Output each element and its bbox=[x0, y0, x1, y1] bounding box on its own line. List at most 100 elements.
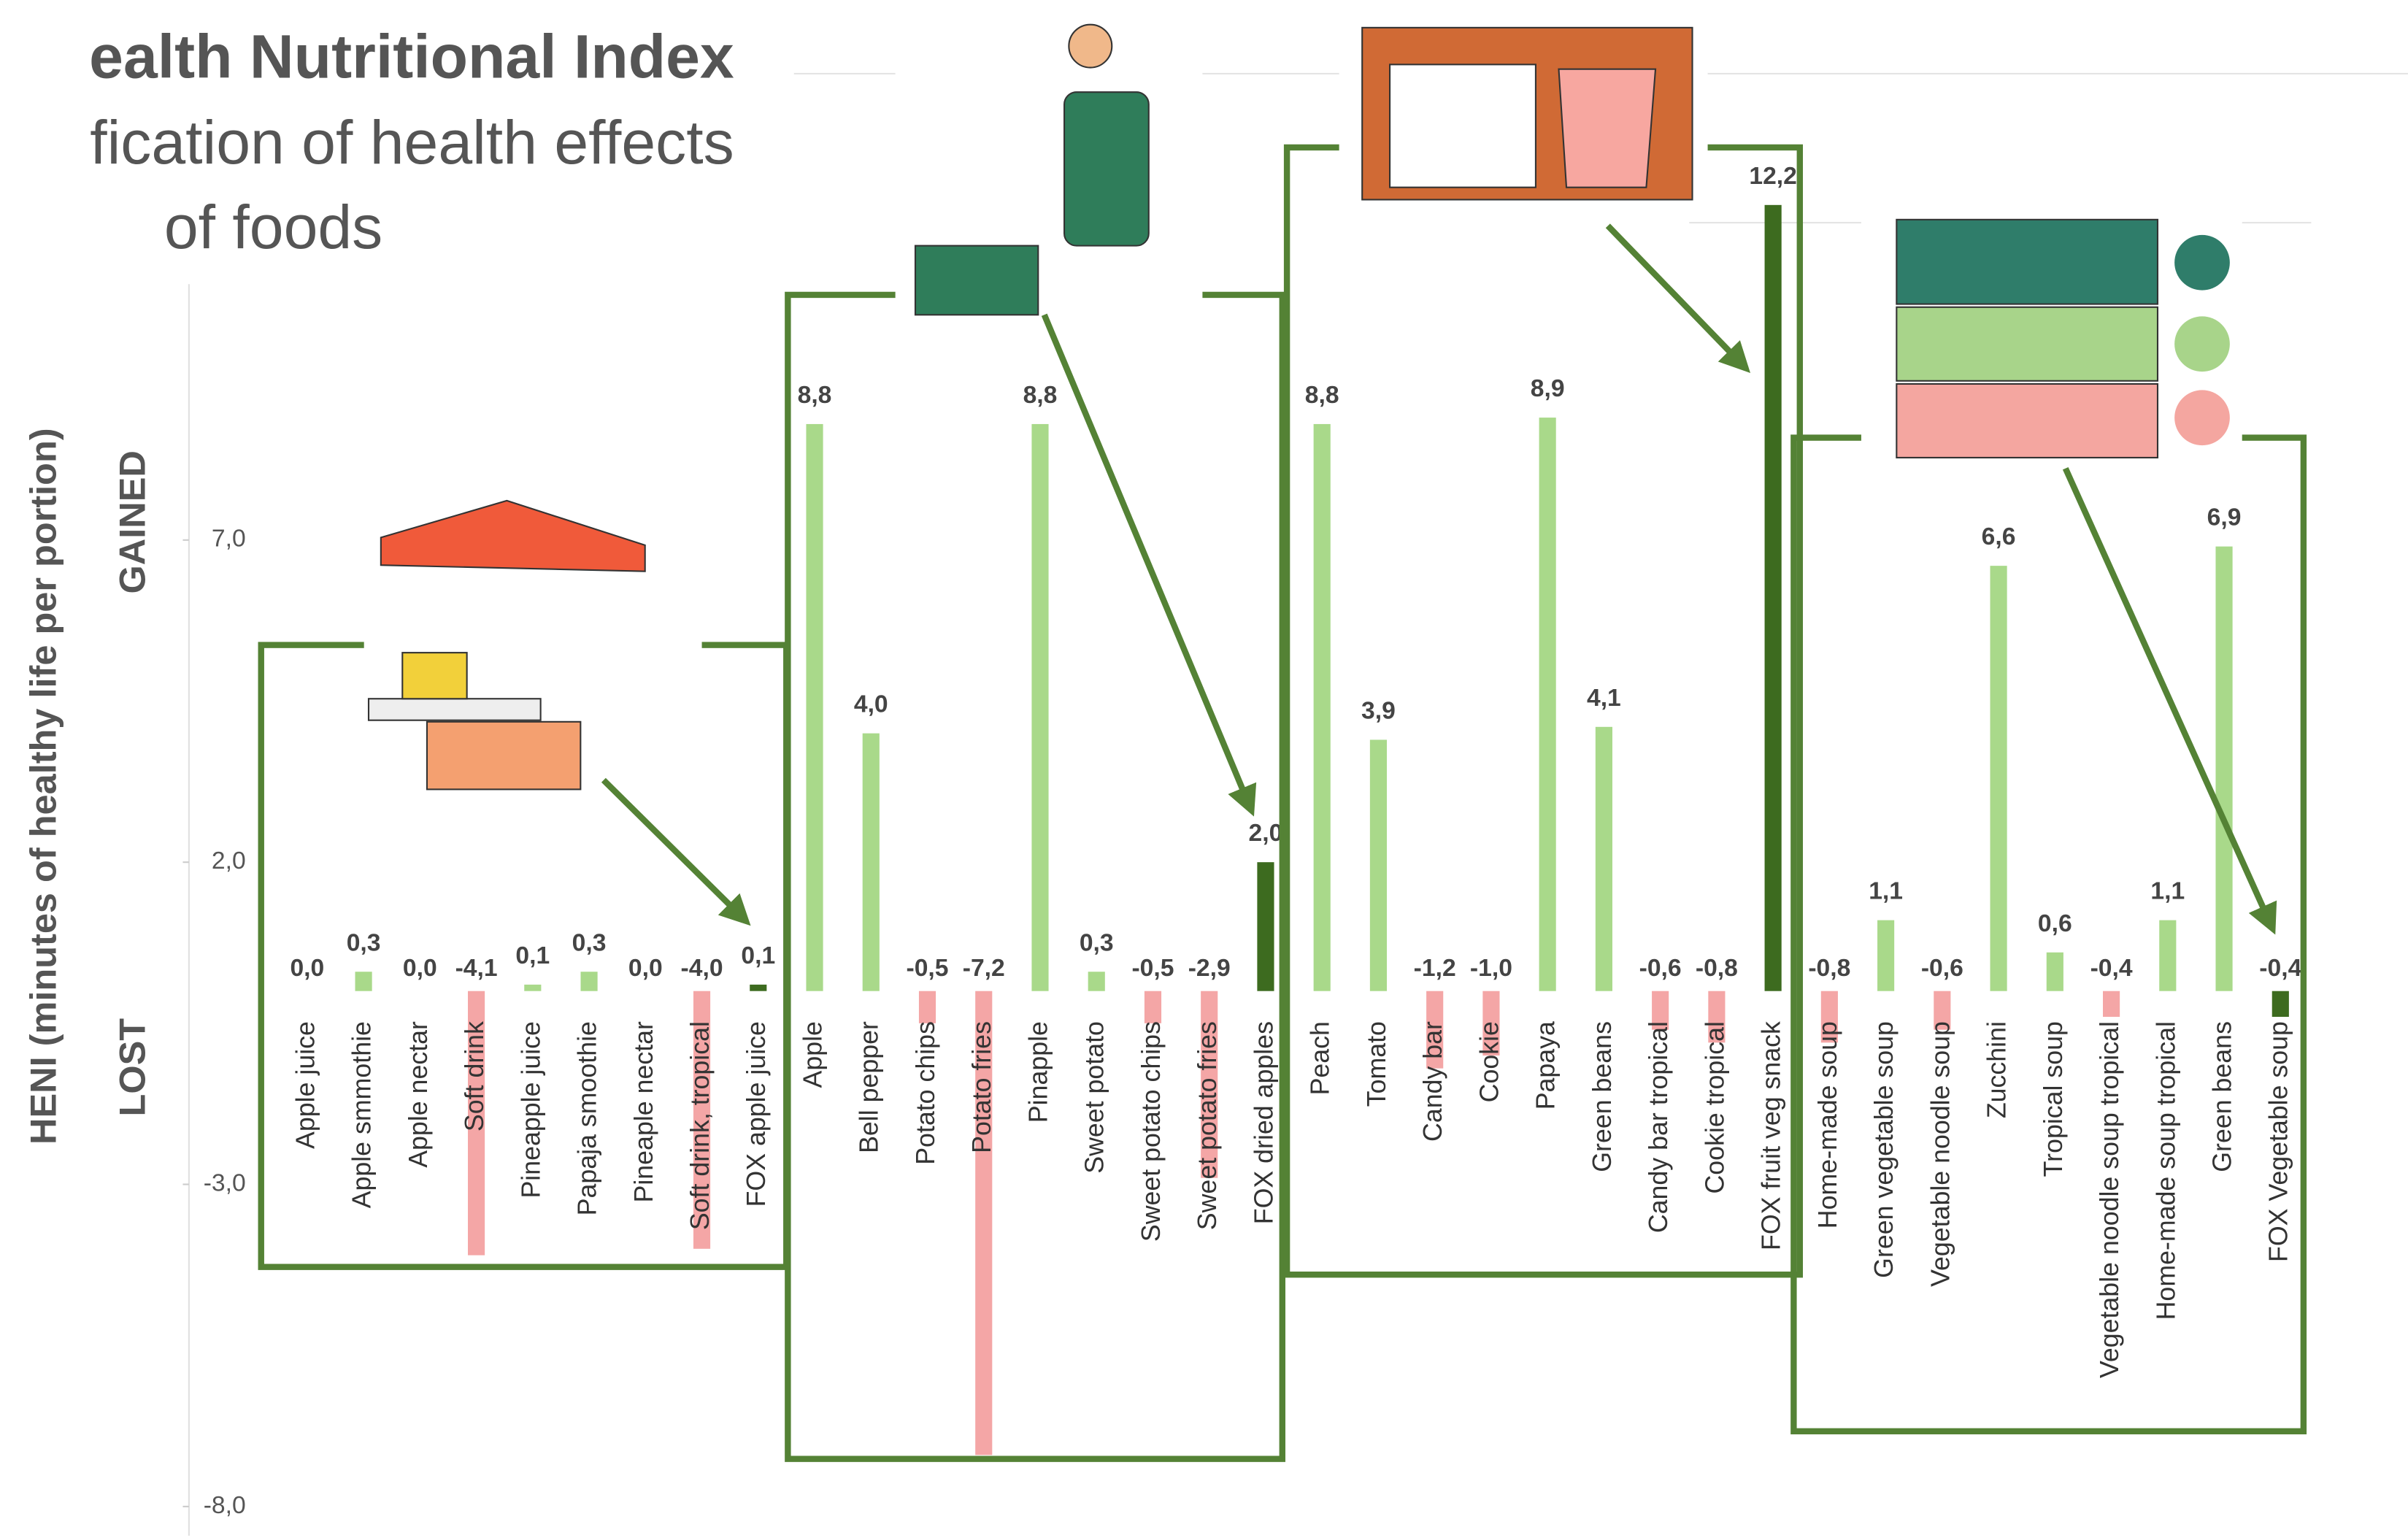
gained-label: GAINED bbox=[112, 450, 153, 593]
value-label: 0,3 bbox=[347, 929, 381, 956]
x-tick-label: FOX Vegetable soup bbox=[2264, 1021, 2293, 1262]
bar bbox=[2103, 991, 2120, 1017]
x-tick-label: Apple nectar bbox=[404, 1021, 433, 1168]
value-label: -0,4 bbox=[2259, 955, 2301, 982]
value-label: 1,1 bbox=[2150, 878, 2185, 905]
value-label: 8,8 bbox=[798, 382, 832, 409]
bar bbox=[806, 424, 823, 991]
x-tick-label: Home-made soup tropical bbox=[2151, 1021, 2180, 1320]
x-tick-label: Vegetable noodle soup tropical bbox=[2095, 1021, 2124, 1378]
title: ealth Nutritional Index bbox=[89, 22, 734, 91]
bar bbox=[355, 972, 372, 991]
x-tick-label: Green beans bbox=[2208, 1021, 2237, 1172]
y-tick-label: 7,0 bbox=[212, 526, 246, 553]
value-label: 6,6 bbox=[1982, 523, 2016, 550]
arrow bbox=[2066, 469, 2273, 929]
bar bbox=[1877, 920, 1894, 991]
value-label: 0,0 bbox=[290, 955, 324, 982]
y-tick-label: 2,0 bbox=[212, 847, 246, 874]
x-tick-label: Green beans bbox=[1588, 1021, 1617, 1172]
bar bbox=[1031, 424, 1048, 991]
illustration-shelf bbox=[1339, 8, 1708, 207]
value-label: -0,8 bbox=[1696, 955, 1738, 982]
x-tick-label: Candy bar bbox=[1418, 1021, 1447, 1142]
arrow bbox=[1045, 315, 1252, 811]
x-tick-label: Cookie tropical bbox=[1700, 1021, 1729, 1193]
x-tick-label: Papaya bbox=[1531, 1021, 1561, 1110]
value-label: 12,2 bbox=[1749, 163, 1797, 190]
x-tick-label: FOX apple juice bbox=[742, 1021, 771, 1207]
x-tick-label: Tomato bbox=[1362, 1021, 1391, 1107]
x-tick-label: Potato chips bbox=[911, 1021, 940, 1165]
arrow bbox=[1608, 226, 1746, 369]
bar bbox=[2215, 547, 2232, 991]
bar bbox=[2272, 991, 2289, 1017]
illustration-factory bbox=[1861, 207, 2242, 469]
x-tick-label: Pinapple bbox=[1023, 1021, 1053, 1123]
title: of foods bbox=[164, 193, 382, 261]
arrow bbox=[604, 780, 747, 922]
value-label: 0,3 bbox=[1080, 929, 1114, 956]
bar bbox=[1145, 991, 1161, 1023]
value-label: 0,1 bbox=[741, 942, 775, 969]
x-tick-label: Home-made soup bbox=[1813, 1021, 1842, 1229]
value-label: -0,4 bbox=[2090, 955, 2133, 982]
x-tick-label: Peach bbox=[1306, 1021, 1335, 1095]
bar bbox=[1596, 727, 1612, 991]
x-tick-label: Zucchini bbox=[1982, 1021, 2012, 1118]
x-tick-label: Sweet potato chips bbox=[1136, 1021, 1166, 1242]
bar bbox=[1088, 972, 1105, 991]
bar bbox=[1257, 862, 1274, 991]
chart: ealth Nutritional Index fication of heal… bbox=[0, 0, 2408, 1538]
value-label: 4,0 bbox=[854, 691, 888, 718]
value-label: 0,0 bbox=[403, 955, 437, 982]
y-axis-title: HENI (minutes of healthy life per portio… bbox=[23, 428, 64, 1145]
x-tick-label: Apple bbox=[798, 1021, 827, 1088]
bar bbox=[750, 985, 766, 991]
x-tick-label: Pineaple nectar bbox=[629, 1021, 658, 1203]
bar bbox=[919, 991, 936, 1023]
value-label: -0,8 bbox=[1808, 955, 1850, 982]
value-label: 0,1 bbox=[515, 942, 550, 969]
x-tick-label: Tropical soup bbox=[2039, 1021, 2068, 1177]
value-label: -2,9 bbox=[1188, 955, 1231, 982]
value-label: 0,6 bbox=[2038, 910, 2072, 937]
bar bbox=[524, 985, 541, 991]
x-tick-label: Potato fries bbox=[967, 1021, 996, 1153]
bar bbox=[1990, 566, 2007, 991]
lost-label: LOST bbox=[112, 1018, 153, 1117]
y-tick-label: -8,0 bbox=[204, 1492, 246, 1519]
value-label: -4,1 bbox=[455, 955, 498, 982]
x-tick-label: FOX dried apples bbox=[1249, 1021, 1278, 1224]
bar bbox=[2159, 920, 2176, 991]
value-label: -4,0 bbox=[681, 955, 723, 982]
x-tick-label: Apple juice bbox=[291, 1021, 320, 1149]
value-label: 6,9 bbox=[2207, 504, 2242, 531]
x-tick-label: Sweet potato fries bbox=[1193, 1021, 1222, 1230]
bar bbox=[1314, 424, 1331, 991]
value-label: 8,8 bbox=[1305, 382, 1339, 409]
value-label: 0,3 bbox=[572, 929, 607, 956]
x-tick-label: Cookie bbox=[1474, 1021, 1504, 1102]
illustration-grocer bbox=[896, 8, 1203, 320]
x-tick-label: Soft drink bbox=[460, 1021, 489, 1131]
bar bbox=[2047, 953, 2063, 991]
value-label: -1,0 bbox=[1470, 955, 1512, 982]
value-label: -0,5 bbox=[907, 955, 949, 982]
value-label: -7,2 bbox=[963, 955, 1005, 982]
bar bbox=[580, 972, 597, 991]
value-label: -0,5 bbox=[1131, 955, 1174, 982]
x-tick-label: Pineapple juice bbox=[516, 1021, 545, 1198]
illustration-stand bbox=[364, 491, 702, 791]
x-tick-label: Vegetable noodle soup bbox=[1926, 1021, 1955, 1287]
x-tick-label: FOX fruit veg snack bbox=[1757, 1021, 1786, 1250]
value-label: 8,8 bbox=[1023, 382, 1058, 409]
value-label: -1,2 bbox=[1414, 955, 1456, 982]
x-tick-label: Soft drink, tropical bbox=[685, 1021, 715, 1230]
x-tick-label: Apple smmothie bbox=[347, 1021, 377, 1208]
y-tick-label: -3,0 bbox=[204, 1169, 246, 1196]
x-tick-label: Sweet potato bbox=[1080, 1021, 1109, 1174]
value-label: 4,1 bbox=[1587, 685, 1621, 712]
value-label: 3,9 bbox=[1361, 697, 1396, 724]
bar bbox=[1765, 205, 1782, 991]
